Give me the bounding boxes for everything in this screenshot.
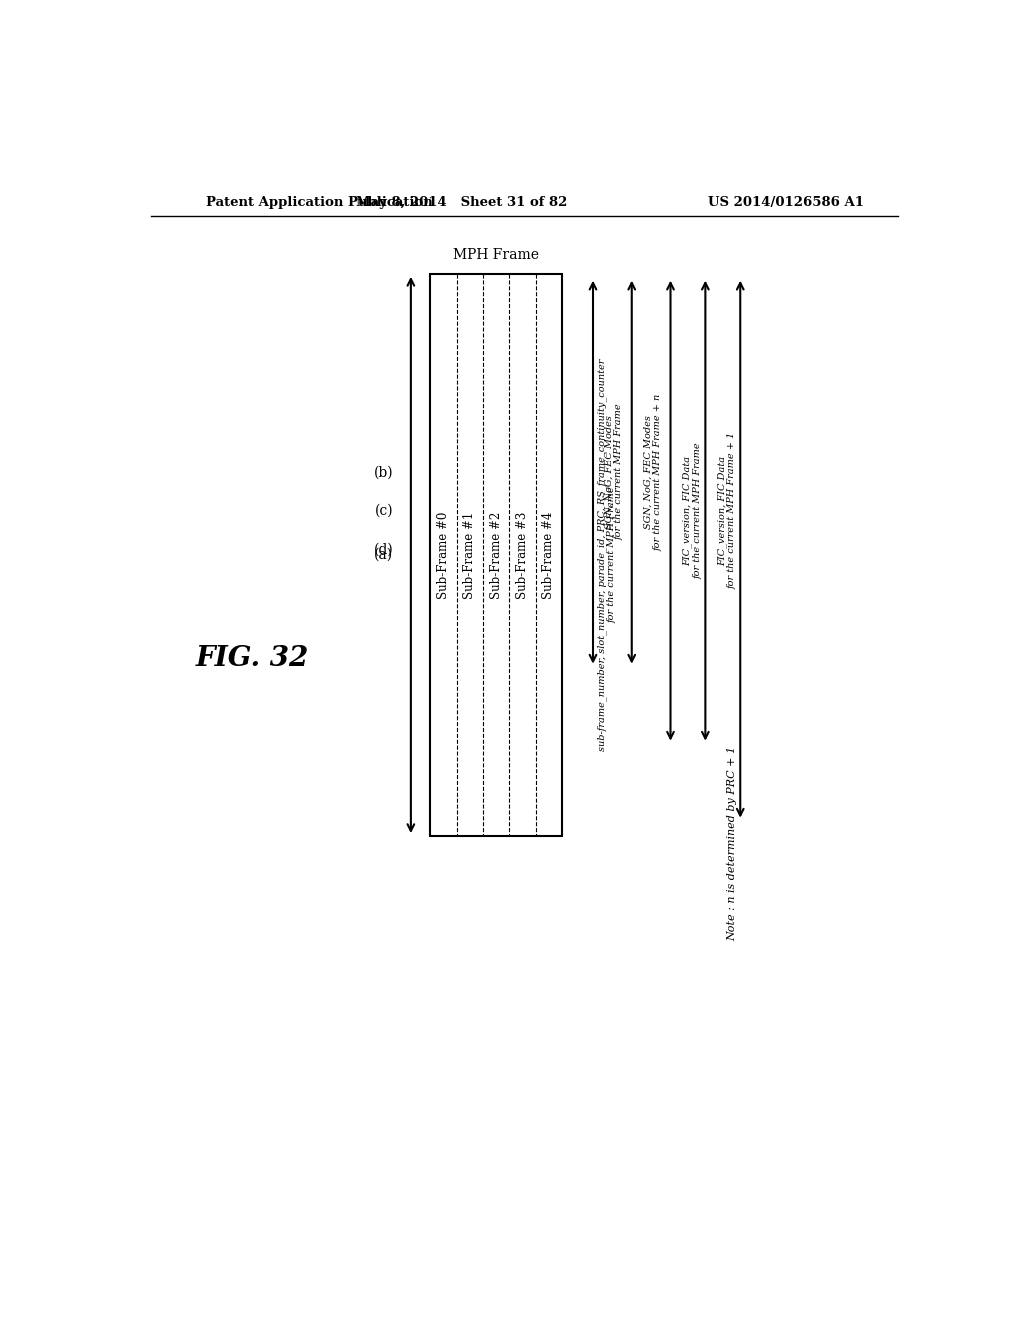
Text: May 8, 2014   Sheet 31 of 82: May 8, 2014 Sheet 31 of 82 [355, 195, 567, 209]
Text: Patent Application Publication: Patent Application Publication [206, 195, 432, 209]
Text: Sub-Frame #0: Sub-Frame #0 [437, 511, 450, 599]
Text: FIC_version, FIC Data
for the current MPH Frame: FIC_version, FIC Data for the current MP… [682, 442, 702, 579]
Text: US 2014/0126586 A1: US 2014/0126586 A1 [709, 195, 864, 209]
Text: Sub-Frame #3: Sub-Frame #3 [516, 511, 529, 599]
Text: Sub-Frame #1: Sub-Frame #1 [463, 511, 476, 598]
Text: sub-frame_number, slot_number, parade_id, PRC, RS_frame_continuity_counter
for t: sub-frame_number, slot_number, parade_id… [597, 359, 617, 751]
Text: Note : n is determined by PRC + 1: Note : n is determined by PRC + 1 [727, 746, 737, 941]
Text: (b): (b) [374, 465, 393, 479]
Text: (d): (d) [374, 543, 393, 556]
Text: SGN, NoG, FEC Modes
for the current MPH Frame: SGN, NoG, FEC Modes for the current MPH … [604, 404, 624, 540]
Text: Sub-Frame #4: Sub-Frame #4 [543, 511, 555, 599]
Text: SGN, NoG, FEC Modes
for the current MPH Frame + n: SGN, NoG, FEC Modes for the current MPH … [643, 393, 663, 550]
Text: (a): (a) [374, 548, 393, 562]
Text: Sub-Frame #2: Sub-Frame #2 [489, 511, 503, 598]
Text: FIC_version, FIC Data
for the current MPH Frame + 1: FIC_version, FIC Data for the current MP… [717, 432, 737, 589]
Text: (c): (c) [375, 504, 393, 517]
Text: FIG. 32: FIG. 32 [196, 645, 308, 672]
Bar [430, 275, 562, 836]
Text: MPH Frame: MPH Frame [454, 248, 539, 261]
